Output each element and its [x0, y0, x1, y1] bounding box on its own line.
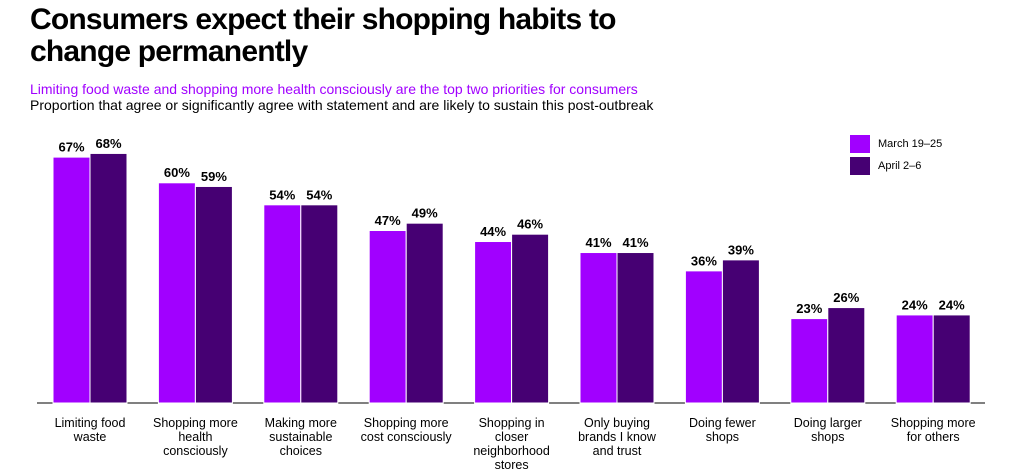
data-label: 49%: [412, 206, 438, 221]
x-tick-label: Making more sustainable choices: [264, 416, 337, 458]
data-label: 41%: [585, 235, 611, 250]
bar: [52, 156, 91, 404]
data-label: 46%: [517, 217, 543, 232]
bar: [263, 204, 302, 404]
data-label: 39%: [728, 242, 754, 257]
x-tick-label: Shopping more health consciously: [153, 416, 238, 458]
data-label: 68%: [95, 136, 121, 151]
data-label: 41%: [622, 235, 648, 250]
x-tick-label: Doing fewer shops: [689, 416, 756, 444]
title-line: change permanently: [30, 35, 308, 68]
legend-label: March 19–25: [878, 138, 942, 150]
data-label: 59%: [201, 169, 227, 184]
data-label: 54%: [269, 187, 295, 202]
description: Proportion that agree or significantly a…: [30, 97, 654, 113]
bar: [157, 182, 196, 404]
bar: [300, 204, 339, 404]
data-label: 44%: [480, 224, 506, 239]
data-label: 24%: [902, 297, 928, 312]
bar: [721, 259, 760, 404]
bar: [684, 270, 723, 404]
data-label: 47%: [375, 213, 401, 228]
x-tick-label: Shopping in closer neighborhood stores: [473, 416, 550, 472]
data-label: 23%: [796, 301, 822, 316]
x-tick-label: Doing larger shops: [793, 416, 862, 444]
legend-swatch: [850, 157, 870, 175]
bar: [790, 318, 829, 404]
data-label: 67%: [58, 140, 84, 155]
bar: [827, 307, 866, 404]
bar: [368, 230, 407, 404]
data-label: 24%: [939, 297, 965, 312]
data-label: 54%: [306, 187, 332, 202]
bar: [89, 152, 128, 404]
data-label: 60%: [164, 165, 190, 180]
x-tick-label: Only buying brands I know and trust: [578, 416, 656, 458]
bar: [405, 222, 444, 404]
bar: [194, 185, 233, 404]
legend-swatch: [850, 135, 870, 153]
bar: [474, 241, 513, 404]
bar: [511, 233, 550, 404]
title-line: Consumers expect their shopping habits t…: [30, 3, 616, 36]
data-label: 36%: [691, 253, 717, 268]
x-tick-label: Shopping more cost consciously: [360, 416, 452, 444]
x-tick-label: Shopping more for others: [890, 416, 976, 444]
data-label: 26%: [833, 290, 859, 305]
bar: [895, 314, 934, 404]
legend-label: April 2–6: [878, 160, 921, 172]
bar: [579, 252, 618, 404]
bar: [932, 314, 971, 404]
bar: [616, 252, 655, 404]
x-tick-label: Limiting food waste: [54, 416, 126, 444]
subtitle: Limiting food waste and shopping more he…: [30, 81, 638, 97]
